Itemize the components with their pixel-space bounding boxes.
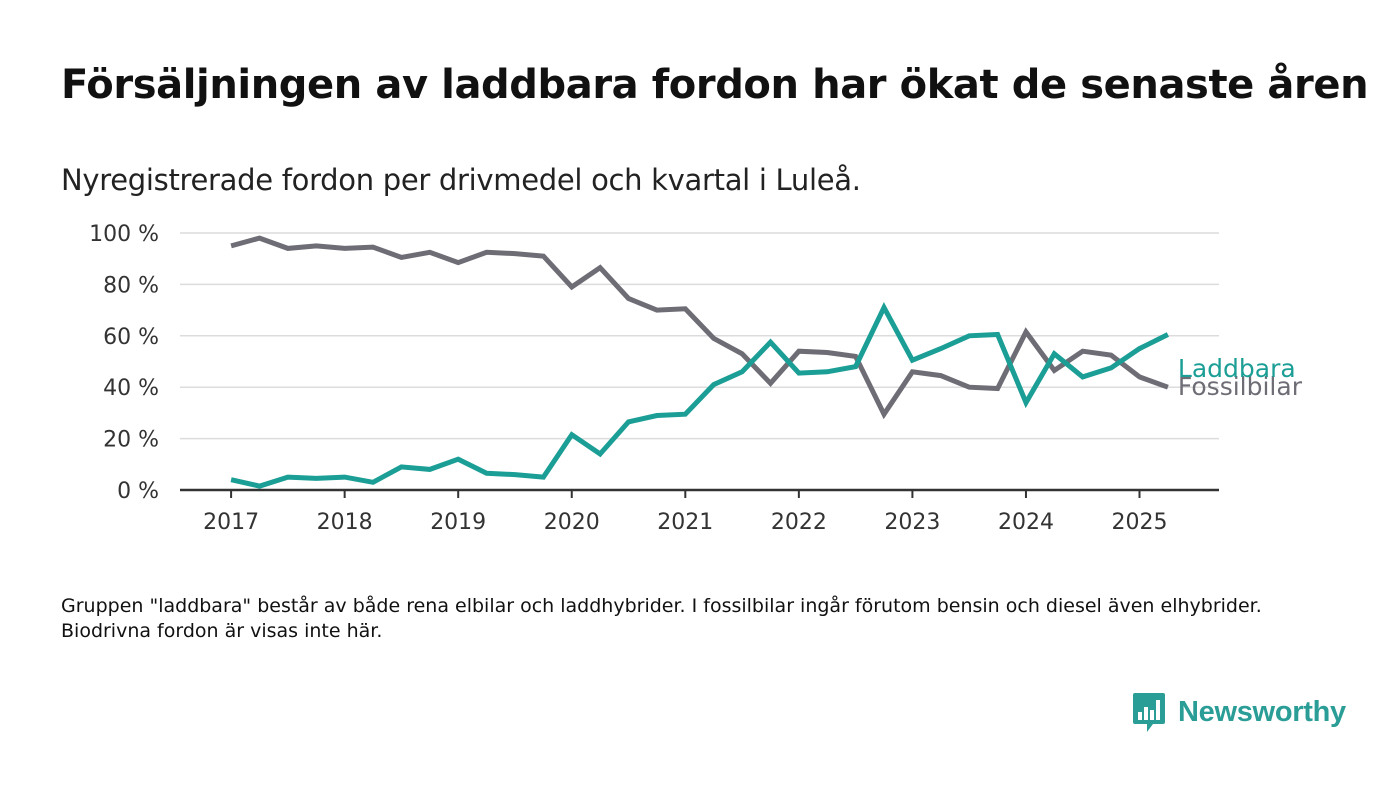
- x-tick-label: 2020: [544, 510, 600, 535]
- y-tick-label: 100 %: [89, 222, 159, 247]
- y-tick-label: 60 %: [103, 325, 159, 350]
- x-axis-ticks: 2017 2018 2019 2020 2021 2022 2023 2024 2025: [203, 490, 1168, 535]
- brand-name: Newsworthy: [1178, 695, 1346, 728]
- x-tick-label: 2021: [657, 510, 713, 535]
- y-tick-label: 40 %: [103, 376, 159, 401]
- y-tick-label: 80 %: [103, 273, 159, 298]
- x-tick-label: 2025: [1112, 510, 1168, 535]
- grid-lines: [180, 232, 1219, 440]
- x-tick-label: 2018: [317, 510, 373, 535]
- y-tick-label: 0 %: [117, 479, 159, 504]
- series-label-fossilbilar: Fossilbilar: [1178, 372, 1303, 401]
- chart-title: Försäljningen av laddbara fordon har öka…: [61, 62, 1369, 108]
- y-tick-label: 20 %: [103, 428, 159, 453]
- x-tick-label: 2019: [430, 510, 486, 535]
- brand-logo: Newsworthy: [1132, 690, 1346, 734]
- newsworthy-logo-icon: [1133, 693, 1165, 732]
- x-tick-label: 2023: [884, 510, 940, 535]
- series-line-laddbara: [230, 301, 1170, 489]
- line-chart: 0 % 20 % 40 % 60 % 80 % 100 % 2017 2018 2019 202…: [89, 222, 1303, 535]
- series-lines: [230, 235, 1170, 489]
- series-label-laddbara: Laddbara: [1178, 354, 1296, 383]
- chart-subtitle: Nyregistrerade fordon per drivmedel och …: [61, 163, 861, 197]
- series-line-fossilbilar: [230, 235, 1169, 420]
- x-tick-label: 2022: [771, 510, 827, 535]
- footnote: Gruppen "laddbara" består av både rena e…: [61, 595, 1262, 642]
- x-tick-label: 2017: [203, 510, 259, 535]
- y-axis-ticks: 0 % 20 % 40 % 60 % 80 % 100 %: [89, 222, 159, 504]
- x-tick-label: 2024: [998, 510, 1054, 535]
